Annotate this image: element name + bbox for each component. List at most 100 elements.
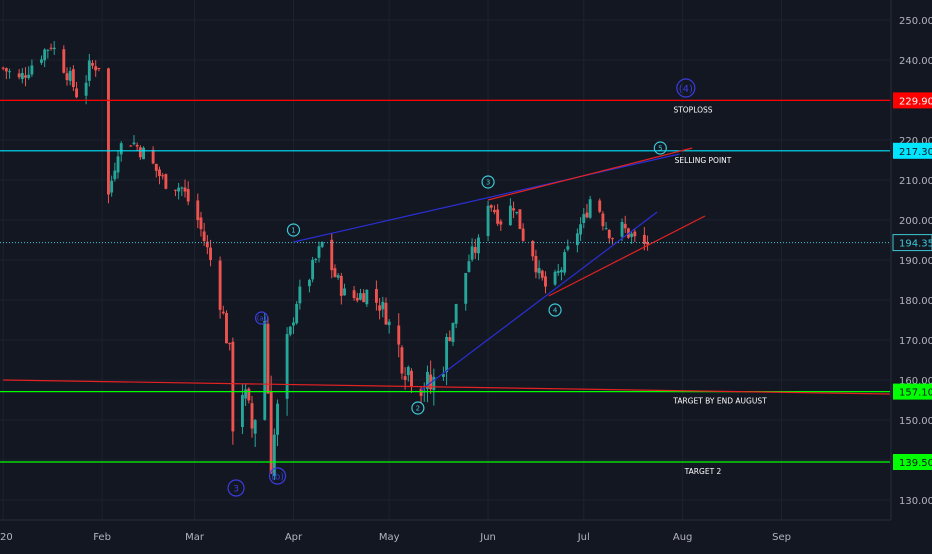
candle-body — [575, 233, 579, 246]
candle-body — [540, 270, 544, 278]
trendline[interactable] — [293, 153, 680, 243]
candle-body — [250, 403, 254, 429]
candle-body — [292, 322, 295, 326]
candle-body — [521, 228, 525, 241]
candle-body — [314, 259, 318, 261]
candle-body — [180, 187, 184, 189]
wave-label-text: 2 — [416, 405, 420, 413]
candle-body — [87, 60, 91, 81]
candle-body — [276, 403, 279, 435]
candle-body — [113, 170, 117, 180]
level-price-badge[interactable] — [893, 92, 932, 109]
candle-body — [247, 388, 251, 401]
candle-body — [448, 337, 452, 341]
trendline[interactable] — [420, 211, 658, 391]
candle-body — [493, 209, 496, 213]
level-price-badge[interactable] — [893, 383, 932, 400]
candle-body — [71, 69, 75, 88]
candle-body — [620, 222, 624, 237]
candle-body — [320, 242, 324, 247]
trendline[interactable] — [3, 379, 891, 395]
wave-label-text: 1 — [291, 227, 295, 235]
candle-layer — [1, 41, 649, 480]
candle-body — [646, 241, 649, 245]
candle-body — [630, 233, 634, 237]
candle-body — [512, 208, 516, 211]
candle-body — [343, 288, 346, 296]
candle-body — [1, 67, 5, 69]
trendline[interactable] — [487, 147, 693, 201]
level-price-badge[interactable] — [893, 142, 932, 159]
price-tick-label: 130.00 — [899, 496, 932, 507]
candle-body — [381, 301, 385, 310]
candle-body — [218, 260, 222, 310]
candle-body — [365, 289, 369, 305]
candle-body — [135, 144, 139, 147]
price-tick-label: 160.00 — [899, 376, 932, 387]
candle-body — [362, 293, 366, 303]
candle-body — [209, 247, 212, 260]
candle-body — [397, 325, 401, 345]
candle-body — [202, 231, 206, 242]
candle-body — [228, 343, 232, 345]
candle-body — [499, 221, 503, 225]
candle-body — [174, 189, 177, 191]
time-tick-label: 20 — [0, 532, 13, 543]
wave-label-circle — [286, 223, 301, 237]
candle-body — [231, 341, 235, 432]
candle-body — [8, 71, 12, 73]
candle-body — [119, 143, 123, 155]
candle-body — [295, 303, 299, 324]
price-axis[interactable]: 130.00140.00150.00160.00170.00180.00190.… — [890, 0, 932, 550]
candle-body — [269, 390, 273, 474]
candle-body — [333, 268, 337, 277]
candle-body — [52, 47, 56, 50]
candle-body — [17, 73, 21, 78]
price-tick-label: 250.00 — [899, 16, 932, 27]
candle-body — [330, 239, 334, 271]
trend-layer — [3, 147, 891, 395]
price-tick-label: 180.00 — [899, 296, 932, 307]
current-price-badge[interactable] — [892, 234, 932, 252]
trendline[interactable] — [548, 215, 706, 297]
candle-body — [49, 47, 53, 49]
candle-body — [588, 199, 592, 218]
candle-body — [285, 334, 289, 399]
candle-body — [161, 175, 165, 177]
level-price-badge[interactable] — [893, 454, 932, 470]
wave-label-circle — [411, 401, 425, 415]
candle-body — [537, 268, 541, 274]
candle-body — [164, 174, 168, 189]
candle-body — [339, 275, 343, 296]
candle-body — [633, 231, 637, 237]
candle-body — [419, 388, 423, 396]
candle-body — [489, 205, 493, 208]
time-tick-label: Jun — [479, 532, 496, 543]
wave-label-circle — [227, 479, 245, 497]
wave-label-text: 3 — [486, 179, 490, 187]
candle-body — [642, 234, 646, 244]
candle-body — [496, 209, 500, 224]
candle-body — [84, 82, 88, 96]
time-tick-label: Aug — [673, 532, 693, 543]
wave-label-text: (b) — [271, 472, 284, 482]
candle-body — [553, 271, 557, 285]
candle-body — [508, 205, 512, 226]
candle-body — [467, 261, 471, 272]
candle-body — [68, 70, 72, 81]
candle-body — [400, 347, 404, 374]
candle-body — [604, 228, 608, 230]
time-tick-label: May — [379, 532, 400, 543]
wave-label-circle — [676, 78, 696, 98]
wave-label-circle — [254, 311, 269, 325]
price-tick-label: 200.00 — [899, 216, 932, 227]
candle-body — [24, 75, 27, 78]
candle-body — [515, 211, 519, 214]
time-tick-label: Sep — [772, 532, 791, 543]
level-annotation: TARGET 2 — [684, 467, 722, 476]
candle-body — [359, 293, 362, 300]
time-axis[interactable]: 20 Feb Mar Apr May Jun Jul Aug Sep — [0, 519, 891, 550]
candle-body — [132, 142, 136, 145]
